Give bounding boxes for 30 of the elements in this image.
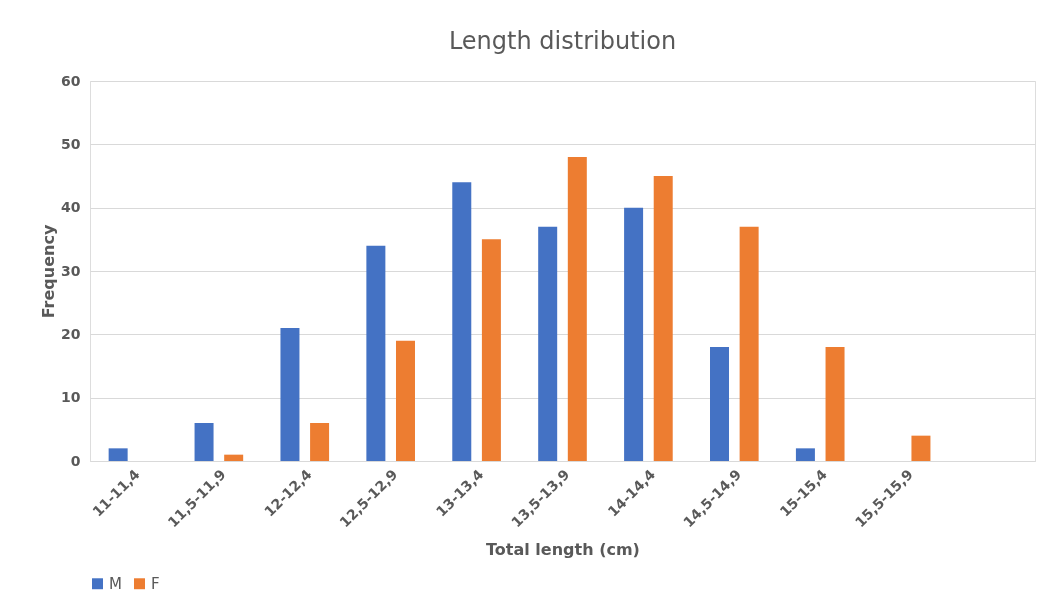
y-tick-label: 50 <box>61 135 81 152</box>
bar <box>538 226 558 461</box>
bar <box>108 448 128 461</box>
bar <box>481 239 501 461</box>
bar <box>653 176 673 461</box>
y-tick-label: 40 <box>61 199 81 216</box>
bar <box>395 340 415 461</box>
bar <box>194 423 214 461</box>
bar <box>739 226 759 461</box>
bar <box>280 328 300 461</box>
bar <box>911 435 931 461</box>
y-tick-label: 0 <box>70 452 81 469</box>
y-tick-label: 20 <box>61 325 81 342</box>
bar <box>452 182 472 461</box>
chart-title: Length distribution <box>448 27 677 55</box>
legend-label: F <box>151 574 160 593</box>
bar <box>624 207 644 461</box>
x-axis-title: Total length (cm) <box>486 540 640 560</box>
y-tick-label: 10 <box>61 389 81 406</box>
y-tick-label: 30 <box>61 262 81 279</box>
bar <box>567 157 587 461</box>
y-tick-label: 60 <box>61 72 81 89</box>
y-axis-title: Frequency <box>39 224 59 319</box>
bar <box>224 454 244 461</box>
bar <box>310 423 330 461</box>
bar <box>825 347 845 461</box>
bar <box>710 347 730 461</box>
legend-label: M <box>109 574 122 593</box>
bar <box>366 245 386 461</box>
bar <box>795 448 815 461</box>
